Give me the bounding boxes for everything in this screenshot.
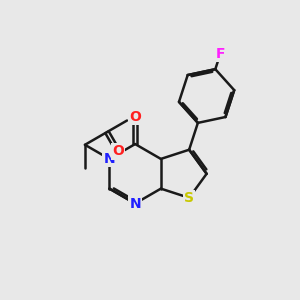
- Text: O: O: [112, 144, 124, 158]
- Text: F: F: [216, 46, 225, 61]
- Text: N: N: [129, 196, 141, 211]
- Text: O: O: [129, 110, 141, 124]
- Text: S: S: [184, 191, 194, 205]
- Text: N: N: [103, 152, 115, 166]
